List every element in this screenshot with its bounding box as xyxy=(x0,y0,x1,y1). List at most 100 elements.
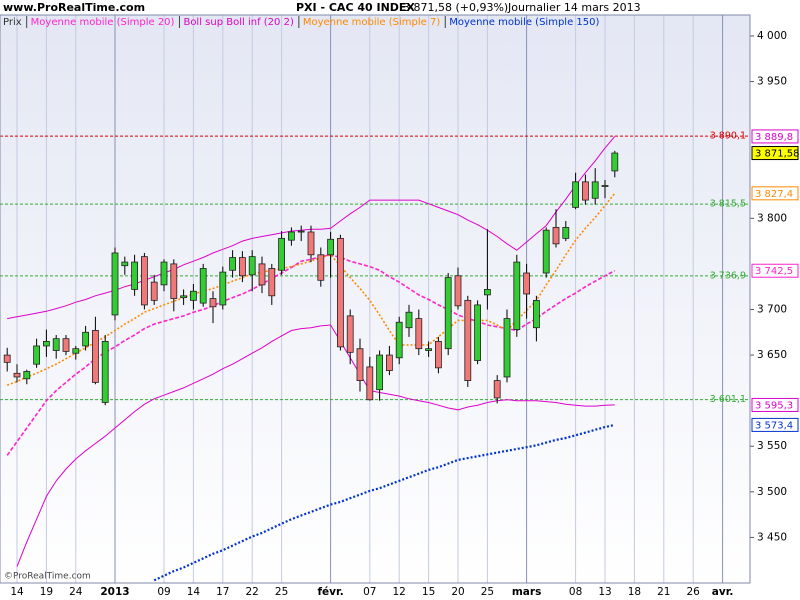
x-tick-label: 21 xyxy=(657,586,670,598)
candle-body xyxy=(268,268,276,297)
candle-body xyxy=(582,181,589,201)
candle-body xyxy=(278,237,286,271)
x-tick-label: 08 xyxy=(569,586,582,598)
x-tick-label: 2013 xyxy=(100,586,129,598)
candle-body xyxy=(238,257,246,277)
y-tick-label: 3 800 xyxy=(757,212,787,224)
y-tick-label: 3 950 xyxy=(757,76,787,88)
x-tick-label: 07 xyxy=(363,586,376,598)
x-tick-label: 22 xyxy=(246,586,259,598)
y-tick-label: 3 550 xyxy=(757,440,787,452)
candle-body xyxy=(366,366,374,401)
x-tick-label: 26 xyxy=(687,586,701,598)
candle-body xyxy=(376,354,384,391)
legend-entry: Moyenne mobile (Simple 20) xyxy=(31,17,175,28)
candle-body xyxy=(483,289,491,296)
last-value-box xyxy=(751,397,799,412)
candle-body xyxy=(52,338,60,351)
instrument-title: PXI - CAC 40 INDEX xyxy=(296,1,415,14)
x-tick-label: mars xyxy=(512,586,541,598)
candle-body xyxy=(23,371,31,380)
candle-body xyxy=(92,330,99,383)
candle-body xyxy=(503,318,511,378)
site-name: www.ProRealTime.com xyxy=(3,1,145,14)
indicator-line xyxy=(153,423,616,582)
candle-body xyxy=(395,321,403,359)
candle-body xyxy=(336,237,344,348)
candle-body xyxy=(493,380,501,399)
candle-body xyxy=(533,299,540,329)
candle-body xyxy=(248,256,256,276)
candle-body xyxy=(121,261,129,267)
candle-body xyxy=(513,261,521,330)
candle-body xyxy=(258,263,266,286)
candle-body xyxy=(542,229,550,274)
candle-body xyxy=(140,256,148,306)
x-tick-label: 09 xyxy=(157,586,170,598)
candle-body xyxy=(170,263,178,299)
marks-layer xyxy=(3,136,619,582)
x-tick-label: avr. xyxy=(712,586,734,598)
level-label: 3 601,1 xyxy=(710,394,746,405)
level-label: 3 890,1 xyxy=(710,131,746,142)
x-tick-label: 17 xyxy=(216,586,229,598)
x-tick-label: 15 xyxy=(422,586,435,598)
x-tick-label: 24 xyxy=(69,586,83,598)
last-value-label: 3 871,58 xyxy=(755,149,800,160)
candle-body xyxy=(131,261,139,290)
level-label: 3 815,5 xyxy=(710,199,746,210)
level-label: 3 736,9 xyxy=(710,270,746,281)
legend-entry: Boll sup Boll inf (20 2) xyxy=(183,17,293,28)
x-tick-label: 12 xyxy=(393,586,406,598)
candle-body xyxy=(199,268,207,304)
x-tick-label: 25 xyxy=(275,586,288,598)
labels-layer: 14 19 24 2013 09 14 17 22 25 févr. 07 12 15 20 25 mars 0… xyxy=(3,16,800,598)
candle-body xyxy=(33,345,40,365)
candle-body xyxy=(209,298,217,308)
quote: 3 871,58 (+0,93%) xyxy=(403,1,508,14)
candle-body xyxy=(611,152,619,172)
candle-body xyxy=(562,227,570,239)
candle-body xyxy=(434,340,442,369)
candle-body xyxy=(189,290,197,301)
candle-body xyxy=(307,231,315,256)
last-value-box xyxy=(751,417,799,432)
candle-body xyxy=(552,227,560,245)
candle-body xyxy=(229,257,237,271)
x-tick-label: 13 xyxy=(598,586,611,598)
y-tick-label: 4 000 xyxy=(757,30,787,42)
last-value-label: 3 595,3 xyxy=(755,400,793,411)
candle-body xyxy=(327,238,335,256)
candle-body xyxy=(444,277,452,350)
x-tick-label: 19 xyxy=(40,586,53,598)
candle-body xyxy=(180,295,188,299)
y-tick-label: 3 650 xyxy=(757,349,787,361)
x-tick-label: févr. xyxy=(317,586,343,598)
last-value-box xyxy=(751,263,799,278)
x-tick-label: 25 xyxy=(481,586,494,598)
candle-body xyxy=(72,348,80,354)
candle-body xyxy=(150,281,158,301)
plot-border xyxy=(0,14,751,584)
candle-body xyxy=(591,181,599,199)
x-tick-label: 20 xyxy=(451,586,464,598)
y-tick-label: 3 450 xyxy=(757,531,787,543)
watermark: ©ProRealTime.com xyxy=(4,572,91,582)
candle-body xyxy=(43,340,50,347)
indicator-line xyxy=(16,324,615,567)
candle-body xyxy=(415,318,423,350)
candle-body xyxy=(356,348,364,381)
candle-body xyxy=(454,275,462,307)
x-tick-label: 14 xyxy=(187,586,201,598)
candle-body xyxy=(111,252,119,316)
legend-entry: Prix xyxy=(3,17,22,28)
candle-body xyxy=(425,348,433,351)
candle-body xyxy=(297,230,305,233)
candle-body xyxy=(82,331,89,347)
candle-body xyxy=(601,185,609,187)
candle-body xyxy=(346,315,354,353)
legend-entry: Moyenne mobile (Simple 150) xyxy=(449,17,599,28)
candle-body xyxy=(523,272,530,295)
last-value-box xyxy=(751,129,799,144)
